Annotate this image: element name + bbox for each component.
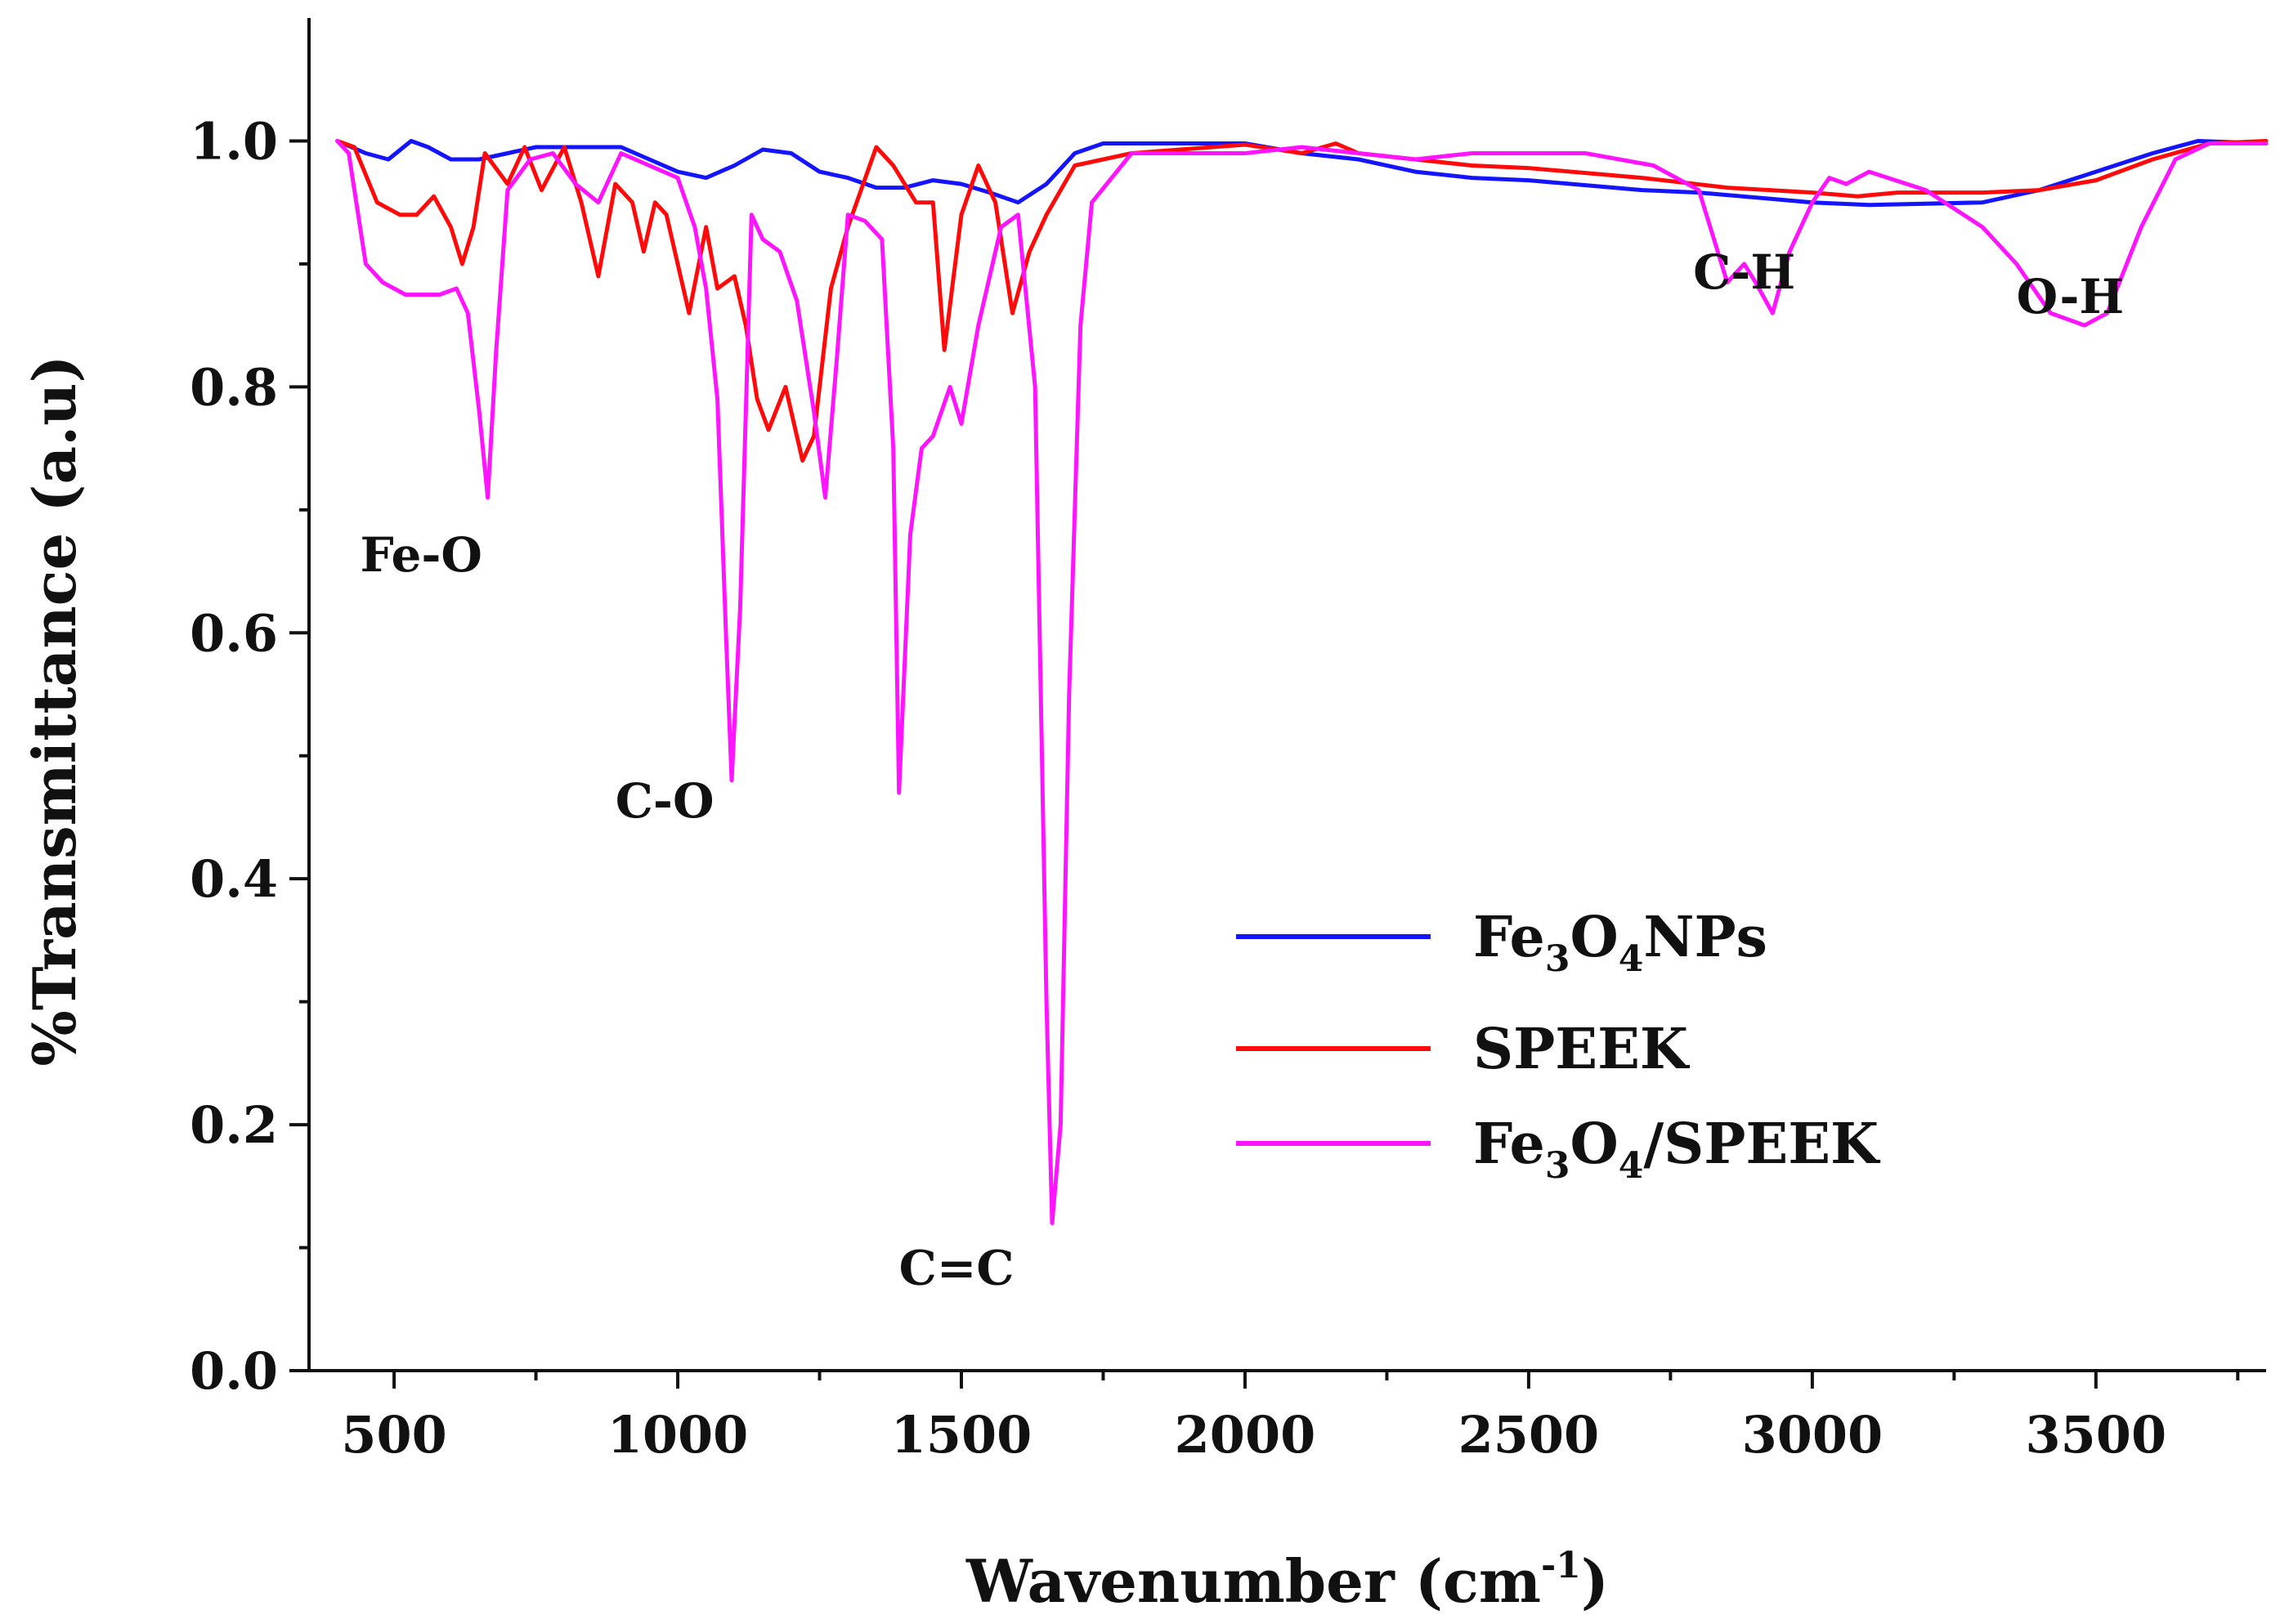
x-tick-label: 1500 [891, 1405, 1033, 1465]
legend-text: SPEEK [1473, 1017, 1691, 1082]
x-axis-title: Wavenumber (cm-1) [965, 1545, 1609, 1616]
y-tick-label: 1.0 [190, 111, 278, 171]
plot-layer [335, 139, 2269, 1225]
x-tick-label: 1000 [607, 1405, 749, 1465]
peak-label-c-o: C-O [616, 773, 714, 829]
x-tick-label: 2500 [1458, 1405, 1600, 1465]
y-tick-label: 0.2 [190, 1095, 278, 1155]
x-tick-label: 2000 [1175, 1405, 1316, 1465]
x-axis-title-sup: -1 [1541, 1545, 1581, 1586]
label-layer: Wavenumber (cm-1)%Transmittance (a.u) Fe-… [20, 244, 2124, 1616]
legend-text: /SPEEK [1643, 1112, 1881, 1177]
x-tick-label: 3000 [1742, 1405, 1884, 1465]
series-line-fe3o4nps [335, 139, 2269, 208]
legend-subscript: 3 [1545, 938, 1570, 980]
y-tick-label: 0.0 [190, 1341, 278, 1401]
y-tick-label: 0.8 [190, 357, 278, 417]
legend-label-3: Fe3O4/SPEEK [1473, 1112, 1881, 1187]
legend-text: O [1570, 905, 1618, 970]
series-line-fe3o4-speek [335, 139, 2269, 1225]
legend-text: O [1570, 1112, 1618, 1177]
y-tick-label: 0.6 [190, 603, 278, 663]
axis-layer: 500 1000 1500 2000 2500 3000 3500 0.0 0.2 0.4 0.6 0… [190, 18, 2266, 1465]
y-axis-title: %Transmittance (a.u) [20, 355, 89, 1066]
legend-text: Fe [1473, 1112, 1545, 1177]
legend-subscript: 3 [1545, 1145, 1570, 1187]
legend-label-2: SPEEK [1473, 1017, 1691, 1082]
legend-subscript: 4 [1619, 1145, 1644, 1187]
x-tick-label: 500 [341, 1405, 446, 1465]
series-line-speek [335, 139, 2269, 463]
x-tick-label: 3500 [2026, 1405, 2167, 1465]
peak-label-o-h: O-H [2017, 269, 2125, 324]
peak-label-fe-o: Fe-O [360, 527, 482, 583]
peak-label-c-c: C=C [899, 1241, 1015, 1296]
legend-label-1: Fe3O4NPs [1473, 905, 1767, 980]
legend-text: NPs [1643, 905, 1767, 970]
y-tick-label: 0.4 [190, 849, 278, 909]
peak-label-c-h: C-H [1693, 244, 1795, 300]
x-axis-title-main: Wavenumber (cm [965, 1546, 1541, 1616]
x-axis-title-close: ) [1581, 1546, 1609, 1616]
legend-subscript: 4 [1619, 938, 1644, 980]
legend-text: Fe [1473, 905, 1545, 970]
